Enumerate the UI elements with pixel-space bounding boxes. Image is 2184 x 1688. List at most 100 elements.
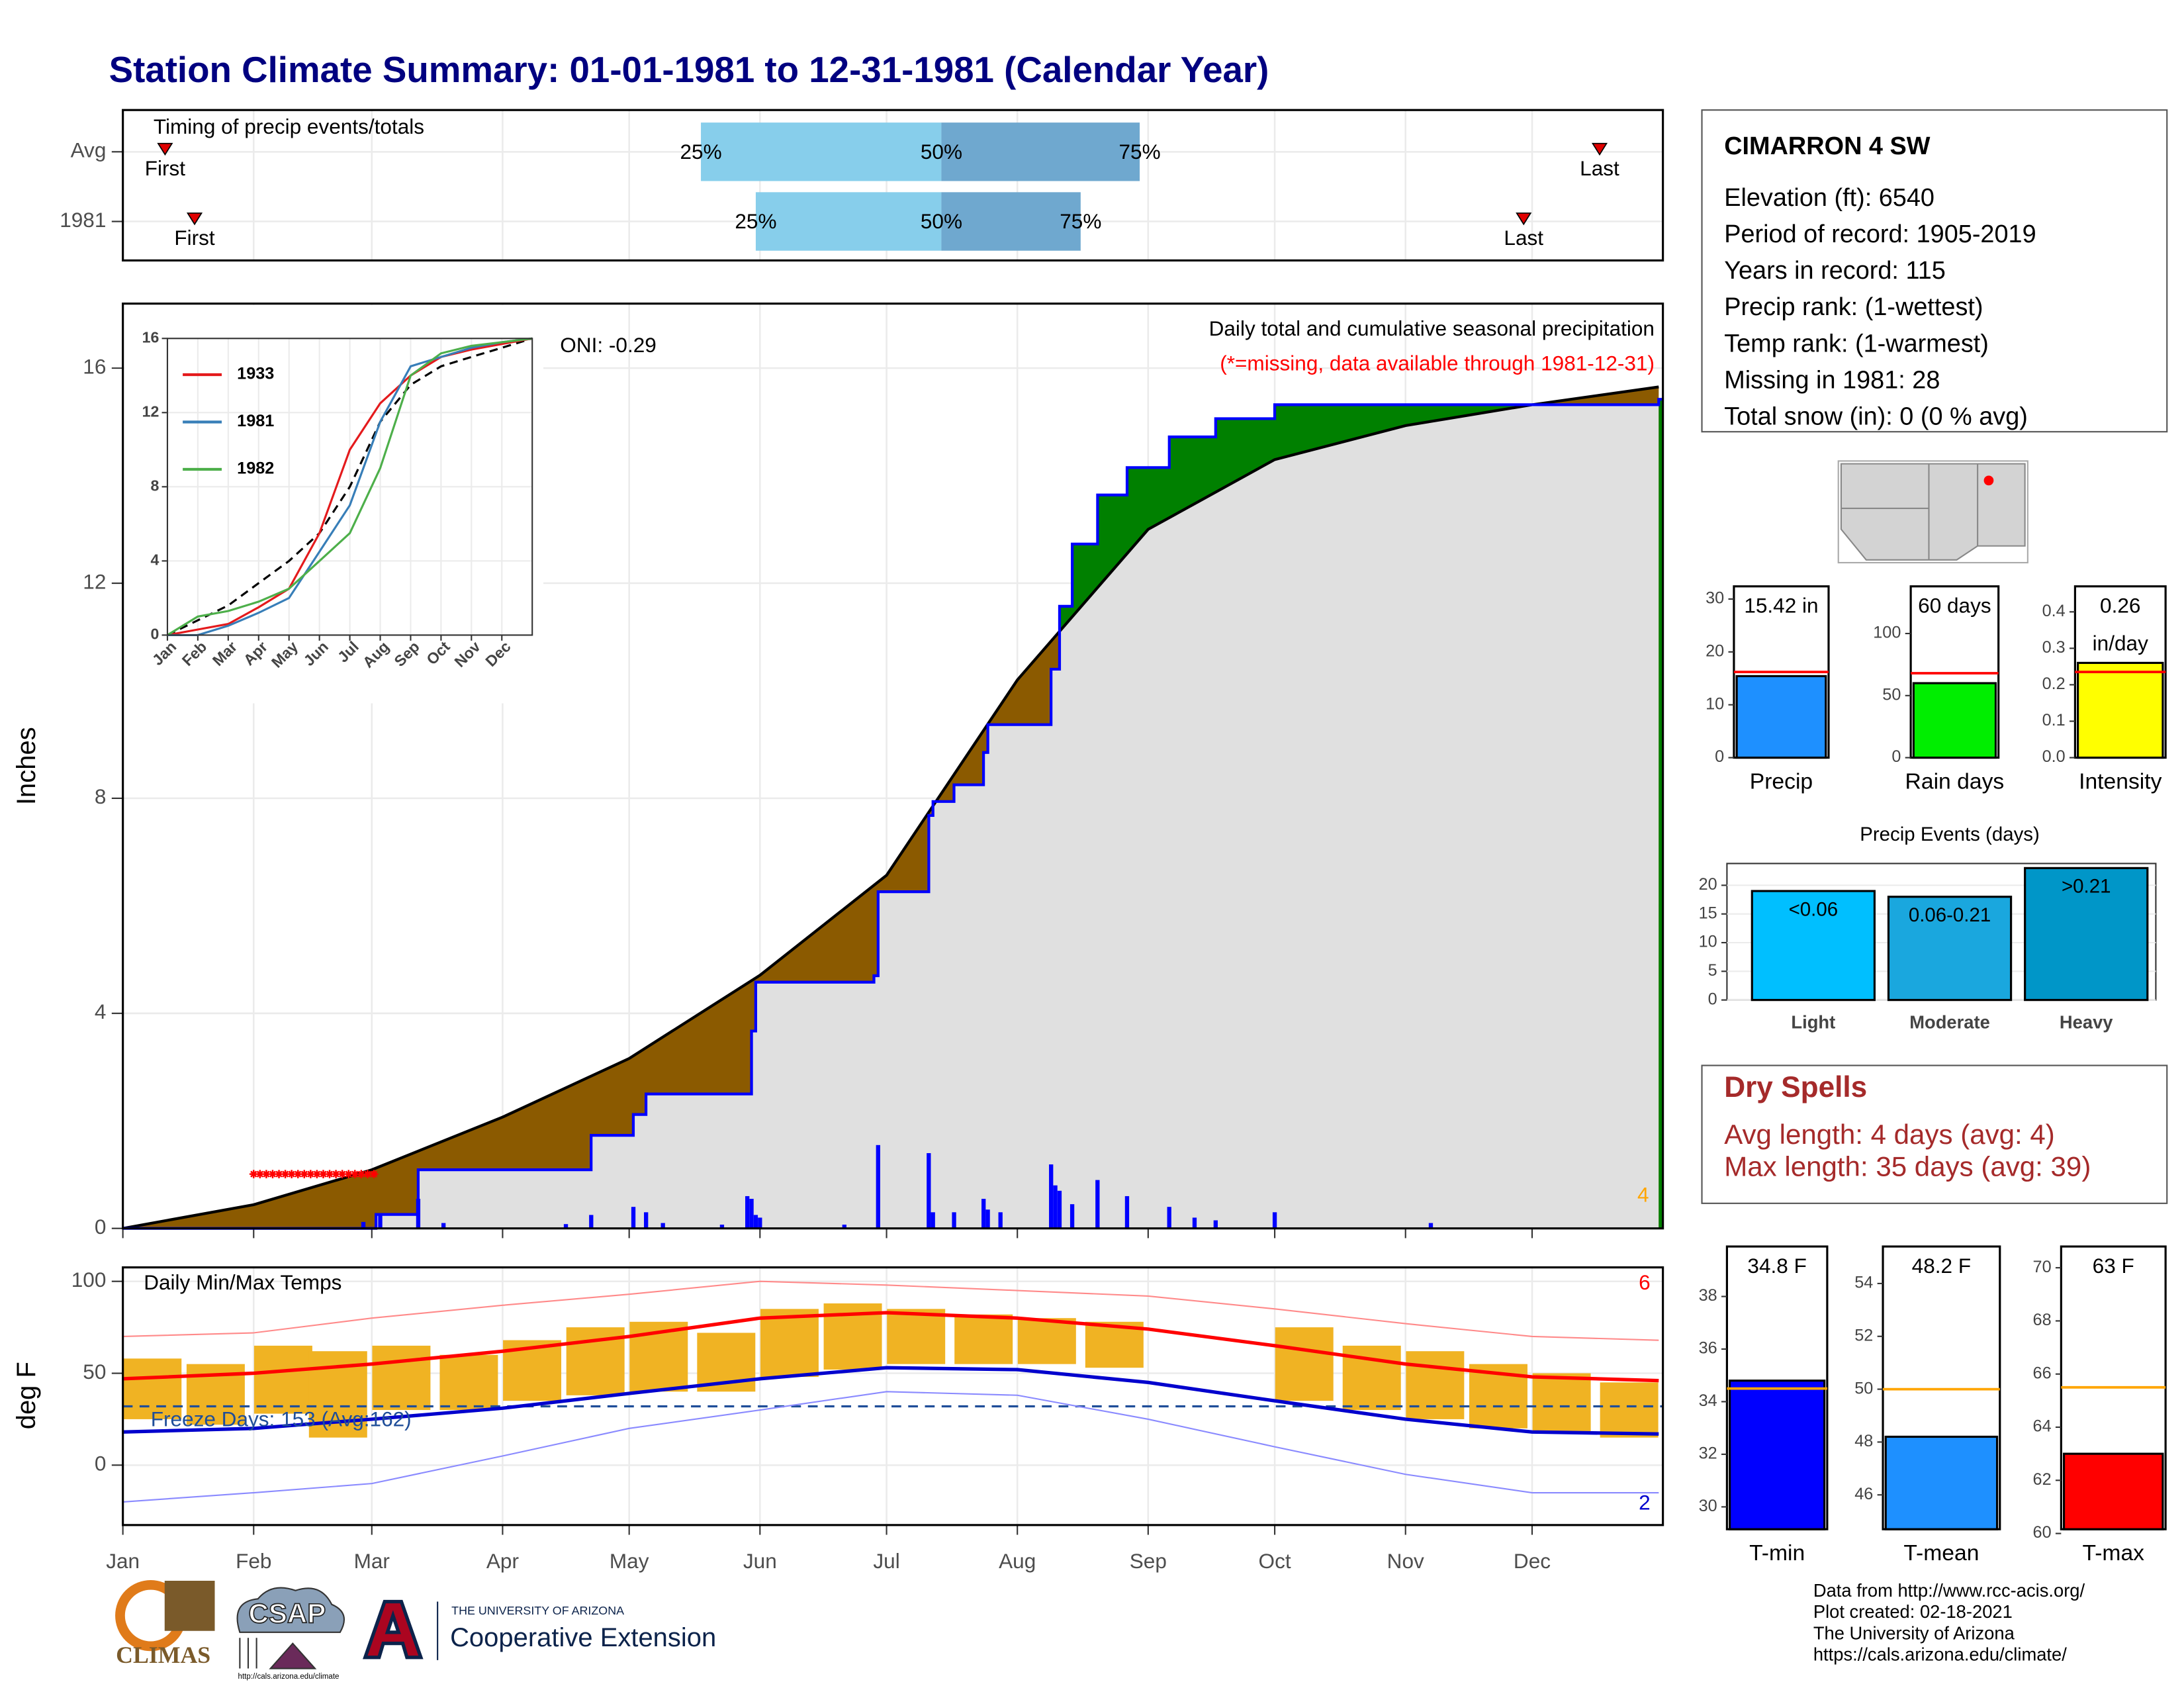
x-tick-label: Jul bbox=[873, 1549, 899, 1573]
csap-graphic bbox=[239, 1638, 317, 1669]
daily-bar bbox=[1167, 1207, 1171, 1229]
observed-line bbox=[122, 398, 1663, 1230]
row-label: 1981 bbox=[60, 208, 106, 232]
event-label: First bbox=[145, 156, 186, 180]
daily-bar bbox=[927, 1152, 931, 1229]
y-tick-label: 32 bbox=[1699, 1444, 1717, 1463]
y-tick-label: 0 bbox=[95, 1452, 107, 1476]
event-marker bbox=[1516, 212, 1532, 226]
y-tick-label: 0 bbox=[95, 1215, 107, 1239]
corner-high: 6 bbox=[1639, 1270, 1651, 1294]
y-tick-label: 0 bbox=[1715, 747, 1724, 766]
daily-bar bbox=[1192, 1217, 1197, 1229]
y-tick-label: 10 bbox=[1706, 694, 1724, 713]
daily-bar bbox=[378, 1214, 383, 1229]
y-tick-label: 68 bbox=[2033, 1311, 2052, 1329]
y-tick-label: 4 bbox=[150, 551, 159, 568]
event-label: First bbox=[174, 226, 215, 250]
daily-bar bbox=[753, 1215, 758, 1229]
freeze-label: Freeze Days: 153 (Avg:162) bbox=[151, 1407, 412, 1430]
credit-line: Plot created: 02-18-2021 bbox=[1813, 1601, 2013, 1622]
temp-range-bar bbox=[1017, 1318, 1076, 1364]
y-tick-label: 0 bbox=[1708, 990, 1717, 1008]
legend-label: 1933 bbox=[237, 365, 274, 383]
value-label: >0.21 bbox=[2062, 876, 2111, 898]
corner-label: 4 bbox=[1637, 1183, 1649, 1207]
daily-bar bbox=[998, 1212, 1003, 1229]
daily-bar bbox=[1053, 1185, 1058, 1229]
legend-label: 1982 bbox=[237, 459, 274, 478]
value-label: 34.8 F bbox=[1747, 1254, 1806, 1278]
panel-border bbox=[122, 1266, 1664, 1526]
series-line bbox=[167, 337, 533, 636]
daily-bar bbox=[644, 1212, 649, 1229]
y-tick-label: 20 bbox=[1706, 641, 1724, 660]
event-marker bbox=[186, 212, 203, 226]
daily-bar bbox=[749, 1199, 754, 1229]
station-box bbox=[1701, 109, 2168, 433]
station-name: CIMARRON 4 SW bbox=[1724, 132, 1931, 160]
temp-range-bar bbox=[954, 1314, 1013, 1364]
y-tick-label: 8 bbox=[95, 784, 107, 808]
quartile-label: 75% bbox=[1119, 140, 1161, 164]
daily-bar bbox=[660, 1223, 665, 1229]
y-tick-label: 0.4 bbox=[2042, 602, 2066, 620]
x-tick-label: Jan bbox=[106, 1549, 140, 1573]
temp-range-bar bbox=[439, 1354, 498, 1411]
average-line bbox=[167, 337, 533, 636]
legend-label: 1981 bbox=[237, 412, 274, 430]
x-tick-label: May bbox=[610, 1549, 649, 1573]
panel-border bbox=[122, 109, 1664, 262]
panel-title: Daily total and cumulative seasonal prec… bbox=[1209, 316, 1655, 340]
series-line bbox=[167, 337, 533, 636]
x-tick-label: Heavy bbox=[2060, 1012, 2113, 1033]
y-tick-label: 100 bbox=[71, 1268, 107, 1291]
value-label: 60 days bbox=[1918, 594, 1991, 618]
oni-label: ONI: -0.29 bbox=[560, 333, 657, 357]
daily-bar bbox=[876, 1145, 880, 1229]
y-tick-label: 52 bbox=[1854, 1326, 1873, 1344]
daily-bar bbox=[1124, 1196, 1130, 1229]
daily-bar bbox=[563, 1224, 569, 1229]
category-label: T-min bbox=[1749, 1541, 1805, 1566]
x-tick-label: Moderate bbox=[1909, 1012, 1990, 1033]
daily-bar bbox=[1428, 1223, 1433, 1229]
y-tick-label: 0.1 bbox=[2042, 711, 2066, 729]
daily-bar bbox=[1272, 1212, 1277, 1229]
map-borders bbox=[1841, 463, 1979, 560]
panel-border bbox=[122, 303, 1664, 1230]
y-tick-label: 12 bbox=[83, 569, 106, 593]
event-bar bbox=[2024, 867, 2149, 1002]
category-label: Precip bbox=[1750, 769, 1813, 794]
daily-bar bbox=[631, 1207, 636, 1229]
daily-bar bbox=[589, 1215, 594, 1229]
gauge-bar bbox=[1912, 682, 1997, 759]
y-axis-label: deg F bbox=[12, 1362, 41, 1429]
x-tick-label: Mar bbox=[354, 1549, 390, 1573]
event-label: Last bbox=[1504, 226, 1543, 250]
y-tick-label: 8 bbox=[150, 477, 159, 494]
temp-range-bar bbox=[372, 1345, 431, 1411]
event-marker bbox=[157, 142, 173, 156]
daily-bar bbox=[1095, 1180, 1100, 1229]
x-tick-label: Sep bbox=[1130, 1549, 1167, 1573]
y-tick-label: 0.0 bbox=[2042, 747, 2066, 766]
y-tick-label: 16 bbox=[83, 354, 106, 378]
temp-line bbox=[122, 1391, 1659, 1503]
y-tick-label: 0 bbox=[150, 626, 159, 643]
daily-bar bbox=[1069, 1204, 1075, 1229]
daily-bar bbox=[1057, 1190, 1062, 1229]
y-tick-label: 16 bbox=[142, 328, 159, 346]
event-bar bbox=[1887, 896, 2013, 1002]
temp-range-bar bbox=[1406, 1351, 1465, 1419]
y-tick-label: 0.3 bbox=[2042, 638, 2066, 657]
y-tick-label: 66 bbox=[2033, 1364, 2052, 1382]
temp-range-bar bbox=[1600, 1382, 1659, 1438]
quartile-bar bbox=[755, 192, 942, 251]
ua-logo bbox=[363, 1599, 424, 1660]
daily-bar bbox=[758, 1217, 762, 1229]
climas-logo-block bbox=[164, 1580, 215, 1631]
y-tick-label: 5 bbox=[1708, 961, 1717, 980]
event-marker bbox=[1591, 142, 1608, 156]
